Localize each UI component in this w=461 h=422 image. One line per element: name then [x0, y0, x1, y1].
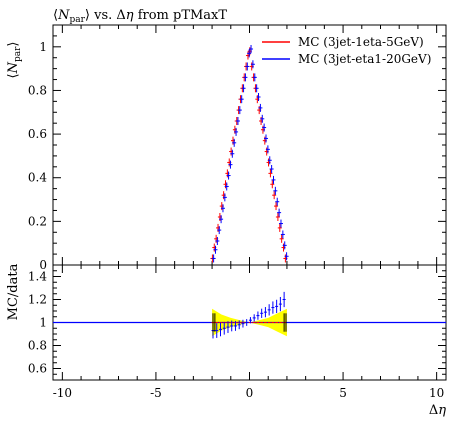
y-axis-label: ⟨Npar⟩ [6, 42, 23, 79]
legend: MC (3jet-1eta-5GeV) MC (3jet-eta1-20GeV) [262, 35, 431, 66]
ylabel-n: N [6, 61, 21, 74]
chart-title: ⟨Npar⟩ vs. Δη from pTMaxT [53, 8, 227, 25]
x-tick-label: 0 [246, 386, 254, 400]
ratio-y-axis-label: MC/data [6, 263, 21, 320]
y-tick-label: 0 [39, 258, 47, 272]
title-n: N [57, 8, 70, 23]
ylabel-open: ⟨ [6, 73, 21, 78]
x-tick-label: -5 [150, 386, 162, 400]
x-axis-label: Δη [429, 403, 446, 418]
y-tick-label: 0.8 [28, 83, 47, 97]
title-eta: η [126, 8, 134, 23]
title-open-angle: ⟨ [53, 8, 58, 23]
ylabel-sub: par [13, 46, 23, 62]
y-tick-label: 0.4 [28, 171, 47, 185]
ratio-y-tick-label: 0.6 [28, 362, 47, 376]
ratio-y-tick-label: 1.2 [28, 293, 47, 307]
chart-dynamic-layer: -10 -5 0 5 10 0 0.2 0.4 0.6 0.8 1 0.6 0.8 1 1.2 1.4 [28, 24, 446, 400]
legend-label-series-1: MC (3jet-1eta-5GeV) [298, 35, 424, 49]
ratio-y-tick-label: 1 [39, 316, 47, 330]
y-tick-label: 0.6 [28, 127, 47, 141]
legend-label-series-2: MC (3jet-eta1-20GeV) [298, 52, 431, 66]
x-tick-label: 10 [429, 386, 444, 400]
xlabel-eta: η [438, 403, 446, 418]
ylabel-close: ⟩ [6, 42, 21, 47]
x-tick-label: -10 [53, 386, 72, 400]
xlabel-delta: Δ [429, 403, 438, 418]
title-rest: ⟩ vs. Δ [85, 8, 126, 23]
x-tick-label: 5 [339, 386, 347, 400]
y-tick-label: 0.2 [28, 214, 47, 228]
ratio-y-tick-label: 1.4 [28, 270, 47, 284]
y-tick-label: 1 [39, 40, 47, 54]
ratio-y-tick-label: 0.8 [28, 339, 47, 353]
title-sub: par [69, 15, 85, 25]
title-tail: from pTMaxT [134, 8, 228, 23]
